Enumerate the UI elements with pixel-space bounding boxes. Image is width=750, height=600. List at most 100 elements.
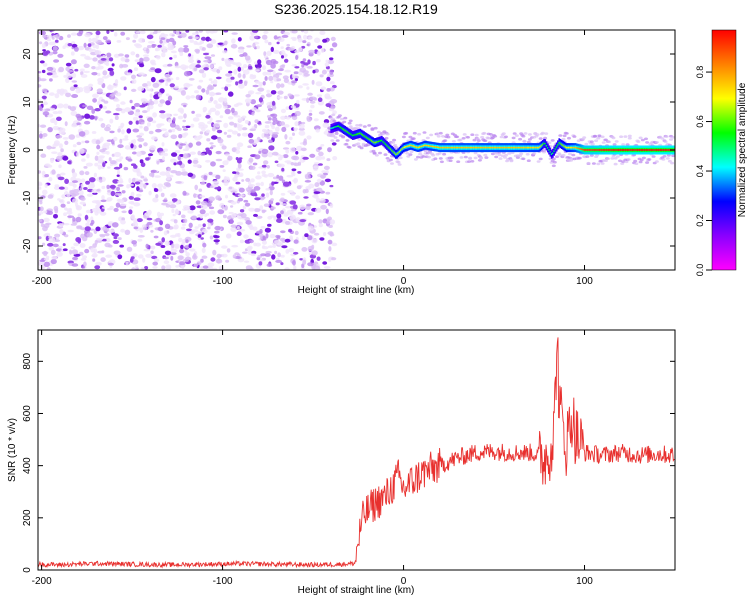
noise-dot [309,153,316,158]
ridge-halo-dot [501,132,506,135]
noise-dot [323,119,330,124]
noise-dot [150,245,156,250]
noise-dot [302,40,307,44]
noise-dot [237,73,242,78]
noise-dot [121,210,127,214]
noise-dot [330,99,338,104]
noise-dot [322,261,328,265]
spectrogram-y-tick-label: 0 [22,147,33,153]
noise-dot [198,69,205,74]
noise-dot [124,229,131,235]
noise-dot [71,123,78,128]
noise-dot [295,217,301,223]
noise-dot [249,239,254,244]
ridge-cell [496,146,498,149]
noise-dot [232,192,236,196]
ridge-cell [536,146,539,149]
ridge-cell [354,134,357,136]
ridge-halo-dot [515,156,520,159]
noise-dot [329,134,336,138]
ridge-cell [350,133,353,136]
noise-dot [126,184,130,189]
spectrogram-x-tick-label: -200 [32,276,52,287]
noise-dot [106,139,113,142]
noise-dot [317,45,323,49]
ridge-halo-dot [370,127,375,130]
noise-dot [317,147,322,150]
noise-dot [255,92,262,95]
ridge-cell [372,140,374,143]
ridge-cell [534,146,536,149]
noise-dot [57,198,61,201]
noise-dot [215,158,223,162]
ridge-halo-dot [550,139,555,142]
noise-dot [311,79,315,85]
noise-dot [288,228,293,233]
noise-dot [281,55,284,59]
noise-dot [131,177,137,183]
noise-dot [42,111,50,116]
noise-dot [200,237,204,240]
ridge-halo-dot [663,140,668,144]
noise-dot [147,45,152,49]
noise-dot [152,31,158,35]
noise-dot [173,30,177,34]
noise-dot [57,176,65,181]
ridge-cell [468,146,471,149]
ridge-cell [374,141,377,144]
noise-dot [295,55,299,60]
ridge-cell [615,149,618,151]
noise-dot [59,229,64,235]
noise-dot [209,30,215,34]
noise-dot [120,122,125,128]
noise-dot [253,213,258,217]
noise-dot [47,127,53,133]
noise-dot [291,168,297,172]
noise-dot [76,122,81,125]
noise-dot [115,202,121,208]
noise-dot [62,45,66,49]
noise-dot [138,254,144,259]
noise-dot [329,81,335,85]
noise-dot [270,63,276,69]
ridge-cell [591,149,593,151]
noise-dot [183,205,190,209]
noise-dot [225,194,228,199]
ridge-halo-dot [329,116,334,119]
ridge-cell [391,149,393,152]
noise-dot [191,215,198,220]
noise-dot [275,259,282,263]
noise-dot [179,261,186,266]
noise-dot [155,128,162,133]
noise-dot [202,265,209,269]
noise-dot [73,189,80,193]
ridge-halo-dot [614,140,619,143]
ridge-cell [560,143,563,146]
noise-dot [83,86,90,91]
noise-dot [250,99,256,105]
noise-dot [146,88,153,92]
noise-dot [321,170,327,174]
noise-dot [229,218,234,224]
noise-dot [280,262,284,266]
noise-dot [215,258,223,264]
ridge-cell [522,146,525,149]
ridge-cell [439,146,441,149]
noise-dot [74,68,79,72]
noise-dot [287,190,295,194]
ridge-cell [505,146,507,149]
noise-dot [38,193,41,197]
ridge-halo-dot [589,154,594,157]
noise-dot [194,135,201,141]
noise-dot [315,128,321,133]
ridge-halo-dot [571,153,576,157]
noise-dot [247,132,254,138]
noise-dot [106,30,110,34]
ridge-halo-dot [459,156,464,159]
ridge-halo-dot [606,157,610,160]
noise-dot [251,30,259,33]
noise-dot [297,171,302,174]
ridge-cell [572,146,574,149]
ridge-halo-dot [645,141,650,144]
noise-dot [57,53,64,58]
